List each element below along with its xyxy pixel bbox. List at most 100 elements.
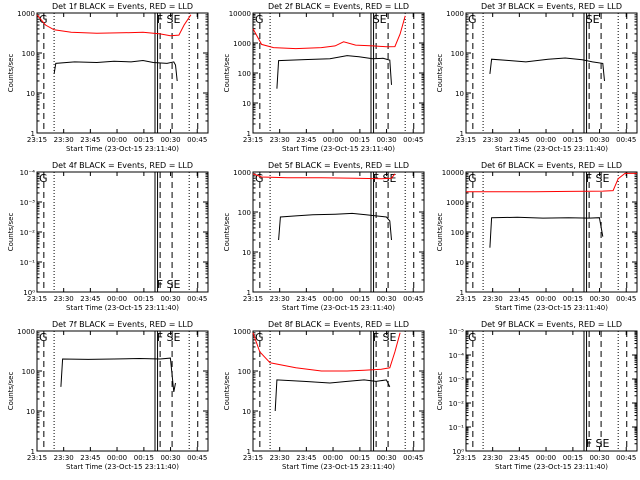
x-tick-label: 23:15: [243, 136, 263, 144]
panel-title: Det 3f BLACK = Events, RED = LLD: [481, 2, 622, 11]
x-tick-label: 23:45: [80, 136, 100, 144]
plot-frame: [36, 330, 209, 452]
x-tick-label: 23:45: [509, 454, 529, 462]
y-tick-label: 10: [455, 90, 464, 98]
panel-title: Det 9f BLACK = Events, RED = LLD: [481, 320, 622, 329]
series-line-events-black: [278, 212, 392, 241]
x-axis-label: Start Time (23-Oct-15 23:11:40): [282, 304, 395, 312]
panel-det-1: Det 1f BLACK = Events, RED = LLD 1 10 100 10…: [7, 2, 209, 153]
corner-label-g: G: [39, 13, 48, 26]
y-tick-label: 1: [247, 130, 251, 138]
x-tick-label: 23:30: [54, 136, 74, 144]
x-tick-label: 23:30: [483, 454, 503, 462]
x-axis-label: Start Time (23-Oct-15 23:11:40): [66, 304, 179, 312]
x-axis-label: Start Time (23-Oct-15 23:11:40): [66, 145, 179, 153]
y-tick-label: 100: [238, 70, 251, 78]
y-axis-label: Counts/sec: [436, 213, 444, 252]
x-tick-label: 23:30: [483, 295, 503, 303]
panel-title: Det 2f BLACK = Events, RED = LLD: [268, 2, 409, 11]
x-tick-label: 00:15: [563, 136, 583, 144]
x-tick-label: 00:30: [589, 295, 609, 303]
series-line-events-black: [60, 357, 176, 392]
series-line-events-black: [274, 379, 391, 412]
x-tick-label: 23:45: [80, 295, 100, 303]
x-axis-label: Start Time (23-Oct-15 23:11:40): [495, 463, 608, 471]
y-tick-label: 10: [242, 100, 251, 108]
x-axis-label: Start Time (23-Oct-15 23:11:40): [495, 304, 608, 312]
x-tick-label: 00:30: [160, 454, 180, 462]
x-tick-label: 00:45: [187, 295, 207, 303]
x-tick-label: 00:30: [376, 136, 396, 144]
x-tick-label: 23:45: [80, 454, 100, 462]
panel-det-4: Det 4f BLACK = Events, RED = LLD 10⁰ 10⁻¹ 1…: [7, 161, 209, 312]
x-tick-label: 00:00: [536, 136, 556, 144]
x-tick-label: 23:45: [296, 136, 316, 144]
panel-det-3: Det 3f BLACK = Events, RED = LLD 1 10 100 10…: [436, 2, 638, 153]
y-tick-label: 10000: [229, 10, 251, 18]
y-tick-label: 100: [451, 229, 464, 237]
panel-title: Det 8f BLACK = Events, RED = LLD: [268, 320, 409, 329]
y-tick-label: 1000: [233, 40, 251, 48]
y-tick-label: 10: [26, 408, 35, 416]
series-line-lld-red: [252, 173, 396, 180]
y-axis-label: Counts/sec: [223, 54, 231, 93]
panel-title: Det 1f BLACK = Events, RED = LLD: [52, 2, 193, 11]
x-tick-label: 23:30: [54, 454, 74, 462]
x-tick-label: 00:15: [563, 454, 583, 462]
y-tick-label: 10⁰: [23, 289, 35, 297]
y-tick-label: 1: [460, 130, 464, 138]
x-axis-label: Start Time (23-Oct-15 23:11:40): [282, 145, 395, 153]
x-tick-label: 23:15: [27, 454, 47, 462]
y-tick-label: 1000: [17, 328, 35, 336]
x-tick-label: 00:45: [403, 136, 423, 144]
x-tick-label: 23:15: [243, 454, 263, 462]
x-tick-label: 00:15: [350, 454, 370, 462]
fse-annotation: F SE: [586, 437, 610, 450]
y-tick-label: 100: [451, 50, 464, 58]
fse-annotation: SE: [373, 13, 387, 26]
panel-title: Det 7f BLACK = Events, RED = LLD: [52, 320, 193, 329]
corner-label-g: G: [39, 172, 48, 185]
y-tick-label: 10⁰: [452, 448, 464, 456]
x-tick-label: 23:45: [296, 295, 316, 303]
x-tick-label: 00:30: [160, 295, 180, 303]
x-tick-label: 23:30: [270, 136, 290, 144]
series-line-lld-red: [36, 14, 192, 37]
plot-frame: [465, 330, 638, 452]
y-tick-label: 1: [31, 448, 35, 456]
y-axis-label: Counts/sec: [436, 54, 444, 93]
fse-annotation: F SE: [586, 172, 610, 185]
y-tick-label: 1000: [233, 328, 251, 336]
x-tick-label: 00:30: [376, 454, 396, 462]
y-tick-label: 1: [247, 289, 251, 297]
y-tick-label: 1000: [446, 199, 464, 207]
fse-annotation: F SE: [157, 13, 181, 26]
x-tick-label: 00:15: [350, 295, 370, 303]
x-tick-label: 00:30: [589, 454, 609, 462]
x-tick-label: 23:30: [54, 295, 74, 303]
panel-title: Det 6f BLACK = Events, RED = LLD: [481, 161, 622, 170]
panel-det-5: Det 5f BLACK = Events, RED = LLD 1 10 100 10…: [223, 161, 425, 312]
panel-det-6: Det 6f BLACK = Events, RED = LLD 1 10 100 10…: [436, 161, 638, 312]
x-tick-label: 00:15: [134, 295, 154, 303]
x-tick-label: 23:30: [483, 136, 503, 144]
x-tick-label: 00:45: [403, 454, 423, 462]
y-tick-label: 10⁻⁵: [449, 328, 465, 336]
series-line-lld-red: [466, 172, 637, 193]
y-axis-label: Counts/sec: [7, 213, 15, 252]
y-axis-label: Counts/sec: [223, 372, 231, 411]
x-tick-label: 00:00: [107, 295, 127, 303]
plot-frame: [465, 12, 638, 134]
fse-annotation: F SE: [157, 278, 181, 291]
y-tick-label: 1000: [446, 10, 464, 18]
y-tick-label: 10⁻¹: [20, 259, 36, 267]
series-line-events-black: [276, 55, 392, 89]
y-tick-label: 1: [460, 289, 464, 297]
fse-annotation: SE: [586, 13, 600, 26]
x-tick-label: 00:00: [107, 136, 127, 144]
x-tick-label: 23:15: [456, 136, 476, 144]
corner-label-g: G: [468, 172, 477, 185]
y-tick-label: 100: [22, 50, 35, 58]
x-tick-label: 23:15: [243, 295, 263, 303]
